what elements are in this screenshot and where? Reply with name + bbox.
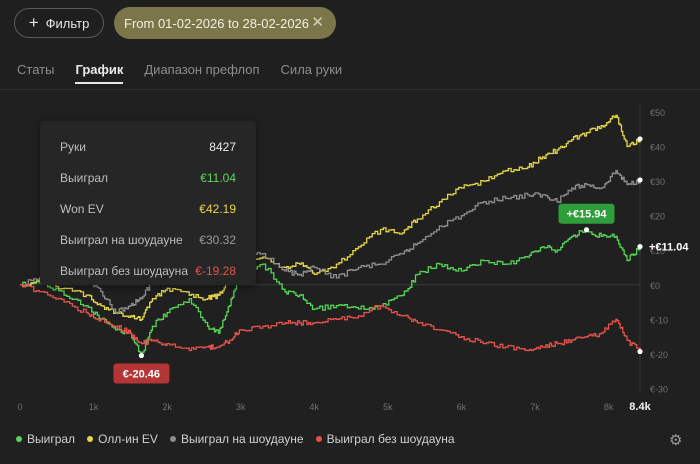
- tabs: Статы График Диапазон префлоп Сила руки: [17, 62, 363, 84]
- series-end-point: [637, 177, 643, 183]
- series-end-point: [637, 136, 643, 142]
- y-tick-label: €30: [650, 177, 665, 187]
- x-tick-label: 7k: [530, 402, 540, 412]
- legend-dot: [315, 436, 322, 442]
- y-tick-label: €-30: [650, 385, 668, 395]
- tooltip-row-showdown: Выиграл на шоудауне €30.32: [60, 224, 236, 255]
- tooltip-label: Выиграл без шоудауна: [60, 263, 188, 278]
- tooltip-value: €30.32: [199, 232, 236, 247]
- tooltip-label: Выиграл на шоудауне: [60, 232, 183, 247]
- date-range-label: From 01-02-2026 to 28-02-2026: [124, 15, 310, 31]
- series-line: [20, 114, 641, 322]
- series-line: [20, 170, 641, 314]
- profit-chart[interactable]: €50 €40 €30 €20 €10 €0 €-10 €-20 €-30 0 1k 2k 3k 4k 5k…: [0, 90, 700, 420]
- y-tick-label: €-20: [650, 350, 668, 360]
- series-end-point: [637, 348, 643, 355]
- gear-icon[interactable]: ⚙: [669, 432, 683, 449]
- x-tick-label: 0: [17, 402, 22, 412]
- chart-legend: Выиграл Олл-ин EV Выиграл на шоудауне Вы…: [16, 432, 467, 446]
- tooltip-value: €11.04: [200, 170, 236, 185]
- legend-item-showdown[interactable]: Выиграл на шоудауне: [169, 432, 304, 446]
- tooltip-label: Выиграл: [60, 170, 109, 185]
- series-end-point: [637, 244, 643, 250]
- tooltip-label: Won EV: [60, 201, 104, 216]
- series-line: [20, 283, 641, 352]
- divider: [0, 89, 700, 90]
- annotation-label: +€15.94: [566, 209, 607, 221]
- tooltip-row-won-ev: Won EV €42.19: [60, 193, 236, 224]
- x-tick-label: 4k: [310, 402, 320, 412]
- x-tick-label: 2k: [162, 402, 172, 412]
- tab-stats[interactable]: Статы: [17, 62, 55, 77]
- plus-icon: +: [28, 12, 39, 32]
- tooltip-label: Руки: [60, 139, 86, 154]
- x-tick-label: 5k: [383, 402, 393, 412]
- y-tick-label: €0: [650, 281, 660, 291]
- toolbar: + Фильтр From 01-02-2026 to 28-02-2026 ✕…: [0, 0, 700, 90]
- legend-item-allin-ev[interactable]: Олл-ин EV: [87, 432, 158, 446]
- filter-label: Фильтр: [45, 15, 90, 31]
- close-icon[interactable]: ✕: [311, 14, 324, 31]
- tooltip-value: 8427: [209, 139, 236, 154]
- legend-dot: [16, 436, 22, 442]
- y-tick-label: €20: [650, 212, 665, 222]
- legend-dot: [87, 436, 94, 442]
- annotation-label: €-20.46: [123, 369, 160, 381]
- y-tick-label: €50: [650, 108, 665, 118]
- annotation-point: [583, 227, 590, 233]
- x-tick-label: 8.4k: [629, 401, 651, 413]
- chart-tooltip: Руки 8427 Выиграл €11.04 Won EV €42.19 В…: [40, 121, 256, 285]
- filter-button[interactable]: + Фильтр: [14, 8, 104, 38]
- date-range-chip[interactable]: From 01-02-2026 to 28-02-2026 ✕: [114, 7, 336, 39]
- tooltip-value: €42.19: [199, 201, 236, 216]
- tooltip-row-won: Выиграл €11.04: [60, 162, 236, 193]
- tab-preflop-range[interactable]: Диапазон префлоп: [144, 62, 260, 77]
- annotation-label: +€11.04: [649, 242, 689, 254]
- x-tick-label: 8k: [604, 402, 614, 412]
- x-tick-label: 3k: [236, 402, 246, 412]
- y-tick-label: €-10: [650, 315, 668, 325]
- legend-item-won[interactable]: Выиграл: [16, 432, 75, 446]
- legend-label: Выиграл: [27, 432, 76, 446]
- tooltip-value: €-19.28: [195, 263, 236, 278]
- x-tick-label: 1k: [89, 402, 99, 412]
- legend-dot: [169, 436, 176, 442]
- annotation-point: [138, 352, 144, 359]
- legend-item-non-showdown[interactable]: Выиграл без шоудауна: [315, 432, 455, 446]
- legend-label: Олл-ин EV: [98, 432, 158, 446]
- tooltip-row-non-showdown: Выиграл без шоудауна €-19.28: [60, 255, 236, 286]
- annotation-box: [113, 363, 170, 384]
- legend-label: Выиграл без шоудауна: [326, 432, 455, 446]
- y-tick-label: €10: [650, 246, 665, 256]
- tab-graph[interactable]: График: [75, 62, 123, 84]
- legend-label: Выиграл на шоудауне: [180, 432, 304, 446]
- x-tick-label: 6k: [457, 402, 467, 412]
- y-tick-label: €40: [650, 142, 665, 152]
- annotation-box: [558, 203, 615, 224]
- tooltip-row-hands: Руки 8427: [60, 131, 236, 162]
- tab-hand-strength[interactable]: Сила руки: [280, 62, 343, 77]
